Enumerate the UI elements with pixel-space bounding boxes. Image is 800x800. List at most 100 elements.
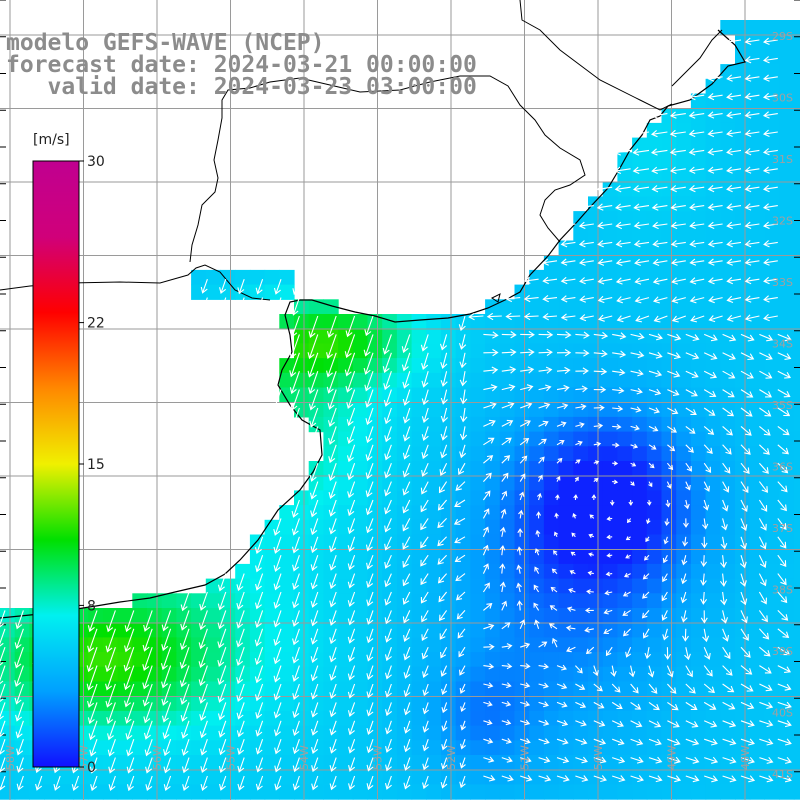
latitude-label: 32S (772, 215, 793, 228)
wind-arrow (726, 258, 742, 266)
islet (491, 293, 501, 303)
wind-speed-cell (793, 534, 800, 550)
wind-arrow (254, 683, 264, 702)
wind-speed-cell (588, 416, 604, 433)
wind-arrow (632, 148, 650, 156)
wind-speed-cell (602, 696, 618, 712)
wind-speed-cell (323, 549, 339, 565)
wind-arrow (680, 591, 687, 604)
wind-speed-cell (411, 563, 427, 580)
wind-speed-cell (690, 416, 707, 433)
wind-speed-cell (705, 284, 721, 300)
wind-speed-cell (543, 652, 560, 668)
wind-arrow (703, 462, 712, 473)
wind-arrow (538, 756, 551, 764)
wind-speed-cell (661, 372, 677, 389)
wind-speed-cell (617, 549, 633, 565)
wind-arrow (648, 351, 663, 359)
wind-speed-cell (279, 284, 295, 300)
wind-arrow (274, 739, 282, 755)
wind-arrow (421, 462, 429, 477)
wind-arrow (538, 366, 553, 374)
wind-speed-cell (264, 755, 280, 771)
wind-speed-cell (573, 622, 589, 638)
wind-arrow (347, 591, 356, 607)
wind-arrow (542, 276, 558, 285)
wind-arrow (596, 185, 613, 193)
wind-speed-cell (514, 769, 530, 785)
wind-speed-cell (588, 225, 604, 242)
wind-speed-cell (705, 181, 721, 197)
wind-arrow (703, 407, 716, 416)
wind-speed-cell (602, 710, 618, 727)
wind-speed-cell (176, 710, 192, 727)
wind-arrow (520, 348, 535, 356)
wind-speed-cell (690, 328, 707, 344)
wind-arrow (457, 628, 466, 639)
wind-speed-cell (793, 666, 800, 683)
wind-arrow (329, 628, 337, 645)
wind-speed-cell (779, 490, 795, 506)
wind-arrow (421, 426, 429, 441)
wind-arrow (740, 738, 755, 746)
wind-speed-cell (426, 387, 442, 403)
wind-speed-cell (455, 534, 471, 550)
wind-arrow (538, 775, 552, 782)
wind-speed-cell (779, 225, 795, 242)
wind-speed-cell (220, 284, 236, 300)
wind-arrow (15, 610, 24, 630)
wind-arrow (758, 573, 767, 587)
wind-arrow (662, 628, 669, 641)
wind-speed-cell (602, 446, 618, 462)
wind-speed-cell (29, 769, 45, 785)
wind-arrow (568, 588, 576, 594)
wind-speed-cell (411, 725, 427, 741)
wind-speed-cell (529, 725, 545, 741)
wind-arrow (505, 294, 521, 303)
wind-arrow (589, 514, 595, 519)
wind-arrow (759, 683, 773, 692)
wind-speed-cell (161, 652, 177, 668)
wind-arrow (254, 628, 264, 647)
wind-speed-cell (543, 475, 560, 491)
wind-arrow (726, 148, 742, 156)
wind-arrow (290, 407, 300, 429)
wind-speed-cell (676, 446, 692, 462)
wind-speed-cell (632, 196, 648, 212)
wind-speed-cell (470, 549, 486, 565)
wind-arrow (236, 665, 245, 685)
wind-arrow (255, 739, 264, 755)
wind-speed-cell (573, 269, 589, 286)
wind-speed-cell (646, 608, 663, 624)
wind-speed-cell (617, 255, 633, 271)
wind-arrow (516, 582, 522, 593)
wind-speed-cell (455, 710, 471, 727)
wind-speed-cell (779, 255, 795, 271)
wind-arrow (630, 738, 644, 746)
wind-speed-cell (543, 519, 560, 536)
wind-arrow (180, 683, 190, 705)
wind-arrow (455, 591, 466, 601)
wind-arrow (762, 203, 778, 211)
colorbar-units: [m/s] (33, 132, 70, 148)
wind-speed-cell (779, 269, 795, 286)
wind-speed-cell (367, 387, 383, 403)
wind-speed-cell (735, 358, 751, 374)
wind-speed-cell (646, 372, 663, 389)
wind-arrow (482, 472, 492, 482)
wind-arrow (744, 74, 760, 82)
wind-arrow (739, 555, 747, 569)
wind-speed-cell (132, 652, 148, 668)
wind-arrow (560, 295, 576, 303)
wind-speed-cell (441, 578, 457, 594)
wind-speed-cell (588, 593, 604, 609)
wind-speed-cell (646, 431, 663, 447)
wind-speed-cell (588, 461, 604, 477)
wind-speed-cell (426, 519, 442, 536)
wind-speed-cell (661, 328, 677, 344)
wind-speed-cell (0, 755, 16, 771)
wind-arrow (777, 738, 792, 746)
wind-speed-cell (88, 710, 104, 727)
wind-speed-cell (249, 534, 266, 550)
wind-speed-cell (573, 299, 589, 315)
